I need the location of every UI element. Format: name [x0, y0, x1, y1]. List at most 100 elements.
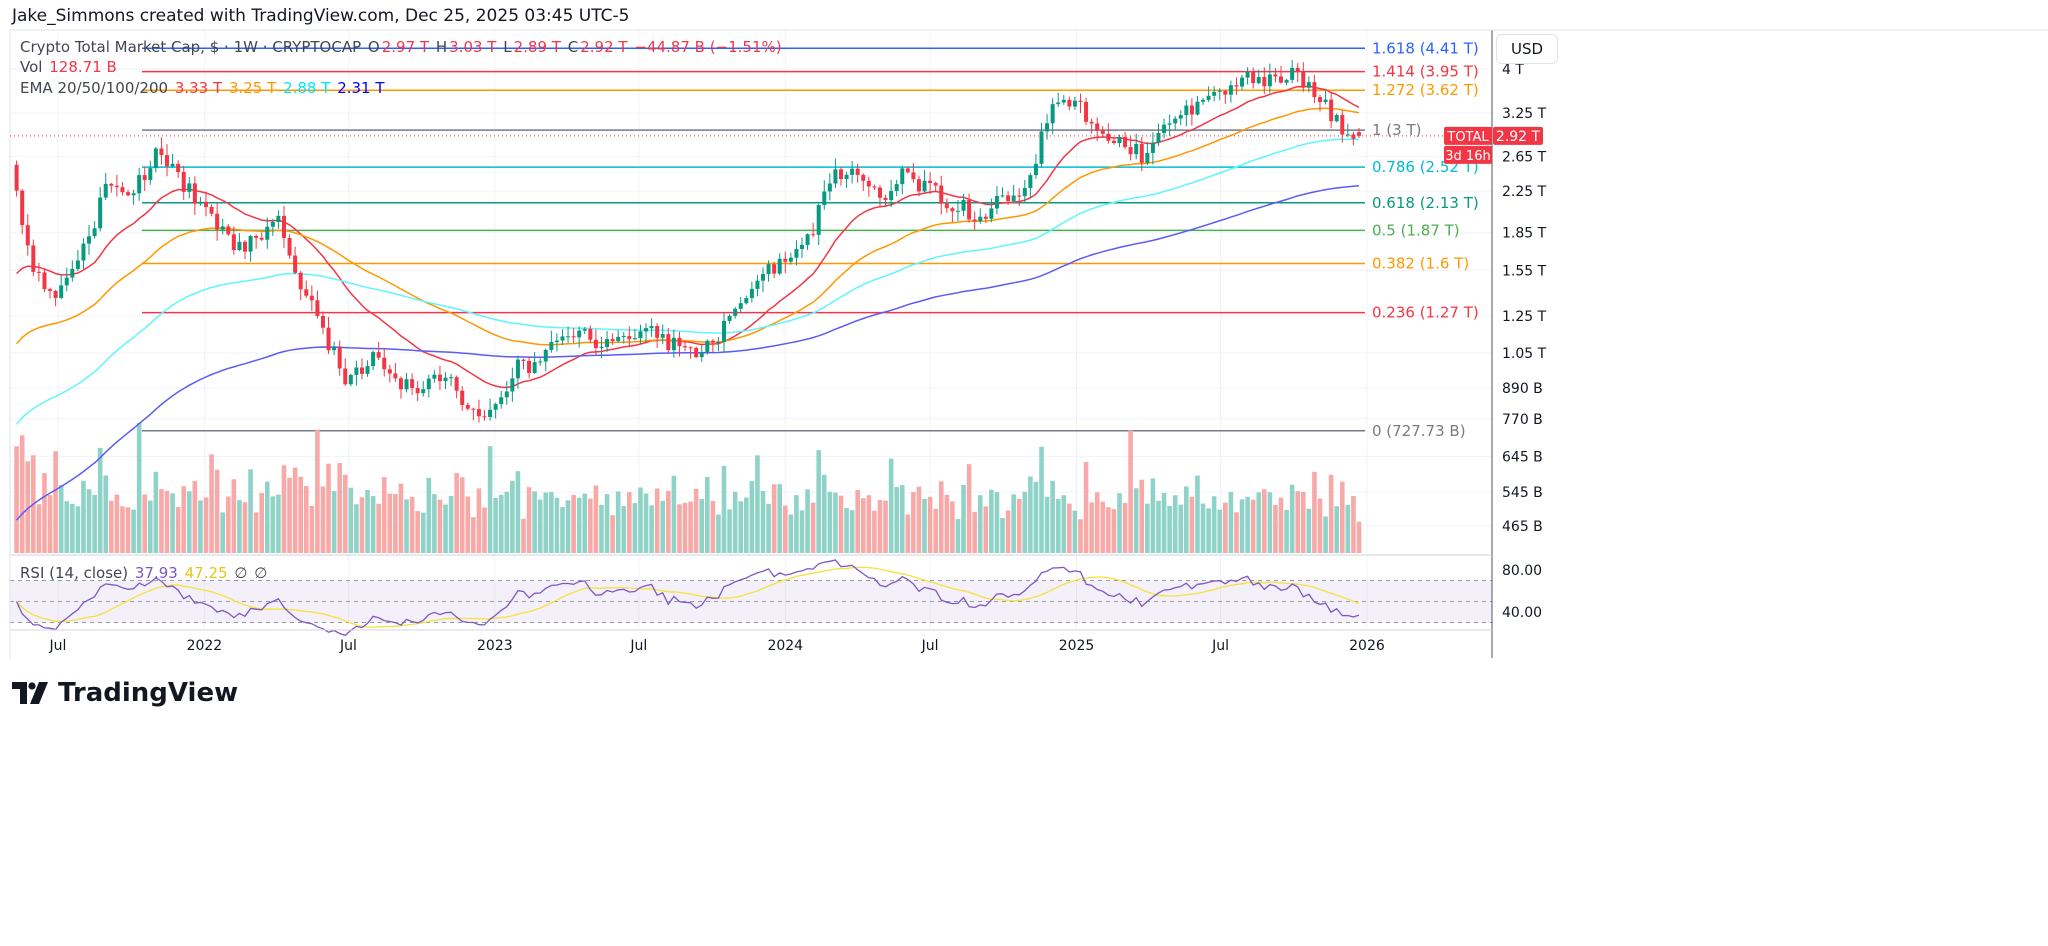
- candle-body: [967, 199, 972, 220]
- candle: [432, 370, 437, 383]
- candle: [554, 333, 559, 352]
- candle: [1061, 95, 1066, 105]
- volume-bar: [638, 487, 643, 553]
- candle-body: [1262, 77, 1267, 87]
- candle-body: [449, 377, 454, 379]
- candle: [437, 365, 442, 390]
- volume-bar: [70, 503, 75, 553]
- candle: [632, 328, 637, 341]
- candle: [861, 173, 866, 192]
- x-tick-label: Jul: [339, 638, 357, 654]
- volume-bar: [1050, 480, 1055, 553]
- candle: [443, 372, 448, 389]
- rsi-ma-line: [16, 566, 1360, 628]
- volume-bar: [1044, 496, 1050, 553]
- candle-body: [889, 190, 894, 201]
- volume-bar: [699, 498, 705, 553]
- volume-bar: [36, 504, 42, 553]
- candle-body: [950, 208, 955, 212]
- volume-bar: [888, 458, 894, 553]
- candle: [549, 330, 554, 353]
- volume-bar: [398, 483, 404, 553]
- candle-body: [822, 191, 827, 206]
- candle: [393, 363, 398, 382]
- rsi-tick-label: 80.00: [1502, 563, 1542, 579]
- volume-bar: [1289, 484, 1295, 553]
- candle-body: [1039, 131, 1044, 164]
- rsi-legend[interactable]: RSI (14, close) 37.93 47.25 ∅ ∅: [20, 564, 269, 582]
- volume-bar: [153, 471, 159, 553]
- ema-label: EMA 20/50/100/200: [20, 79, 169, 97]
- candle-body: [432, 374, 437, 379]
- volume-bar: [432, 494, 437, 553]
- volume-bar: [225, 496, 231, 553]
- volume-legend[interactable]: Vol 128.71 B: [20, 58, 119, 76]
- candle-body: [655, 325, 660, 338]
- volume-bar: [621, 506, 627, 553]
- volume-bar: [537, 499, 543, 553]
- symbol-legend[interactable]: Crypto Total Market Cap, $ · 1W · CRYPTO…: [20, 38, 784, 56]
- fib-level-label: 1 (3 T): [1372, 121, 1422, 139]
- x-tick-label: Jul: [921, 638, 939, 654]
- candle: [332, 341, 337, 356]
- candle: [1111, 137, 1116, 145]
- candle-body: [1234, 85, 1239, 87]
- candle: [1000, 187, 1005, 198]
- candle: [1290, 60, 1295, 84]
- ema20-value: 3.33 T: [174, 79, 223, 97]
- candle-body: [833, 169, 838, 184]
- candle-body: [332, 347, 337, 351]
- candle-body: [148, 168, 153, 180]
- candle: [204, 191, 209, 217]
- candle: [1150, 132, 1155, 165]
- candle: [1017, 188, 1022, 206]
- candle: [365, 360, 370, 377]
- candle: [905, 166, 910, 174]
- candle: [114, 174, 119, 197]
- ema-legend[interactable]: EMA 20/50/100/200 3.33 T 3.25 T 2.88 T 2…: [20, 79, 387, 97]
- candle-body: [894, 184, 899, 191]
- candle-body: [48, 289, 53, 291]
- volume-bar: [493, 497, 498, 553]
- volume-bar: [331, 491, 337, 553]
- candle: [281, 205, 286, 248]
- volume-bar: [1100, 501, 1106, 553]
- volume-bar: [927, 496, 933, 553]
- candle-body: [142, 175, 147, 180]
- candle-body: [1318, 97, 1323, 103]
- currency-button[interactable]: USD: [1496, 34, 1558, 64]
- candle-body: [14, 164, 19, 191]
- candle: [198, 196, 203, 206]
- volume-bar: [632, 503, 638, 553]
- candle-body: [605, 339, 610, 347]
- candle: [176, 160, 181, 178]
- candle-body: [1017, 195, 1022, 197]
- candle: [20, 189, 25, 235]
- candle-body: [928, 180, 933, 184]
- candle-body: [187, 183, 192, 192]
- fib-level-label: 1.272 (3.62 T): [1372, 81, 1479, 99]
- candle: [1329, 92, 1334, 129]
- candle-body: [209, 206, 214, 214]
- fib-level-label: 0.382 (1.6 T): [1372, 255, 1469, 273]
- volume-bar: [175, 507, 181, 553]
- candle-body: [510, 378, 515, 392]
- candle-body: [70, 268, 75, 278]
- candle: [805, 233, 810, 251]
- candle-body: [298, 272, 303, 290]
- candle: [727, 314, 732, 324]
- candle-body: [1267, 74, 1272, 87]
- volume-bar: [409, 496, 415, 553]
- candle-body: [599, 346, 604, 348]
- volume-bar: [359, 497, 365, 553]
- candle: [660, 324, 665, 345]
- candle-body: [699, 352, 704, 358]
- tradingview-logo[interactable]: TradingView: [12, 678, 238, 708]
- ema-50-line: [16, 107, 1360, 346]
- candle-body: [471, 408, 476, 410]
- candle-body: [683, 346, 688, 348]
- candle: [972, 211, 977, 230]
- candle-body: [1072, 100, 1077, 107]
- candle: [978, 208, 983, 224]
